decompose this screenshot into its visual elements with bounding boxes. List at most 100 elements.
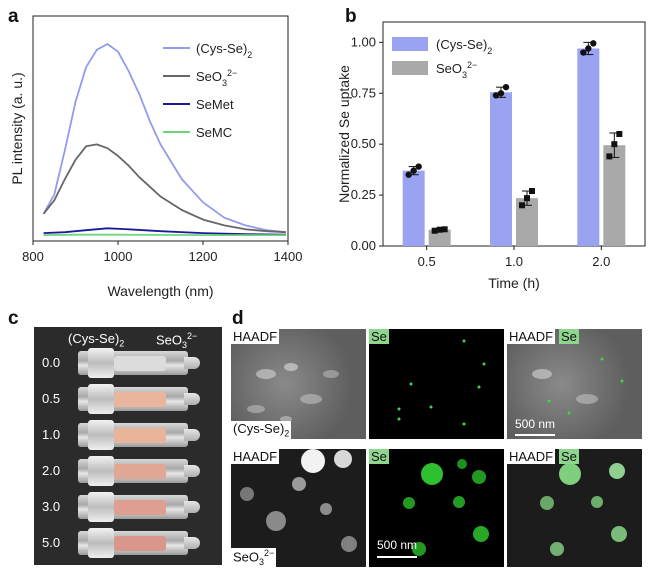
point-b-0-1-0	[492, 92, 500, 99]
se-uptake-chart: 0.00 0.25 0.50 0.75 1.00 Normalized Se uptake…	[336, 21, 646, 291]
y-axis-label-b: Normalized Se uptake	[336, 65, 352, 203]
point-b-0-2-2	[590, 40, 597, 47]
vial-cap	[88, 384, 114, 414]
point-b-1-0-2	[441, 226, 448, 233]
scale-bar-row1	[515, 434, 555, 436]
overlay-particles-seo3	[540, 463, 627, 556]
point-b-1-1-2	[529, 188, 535, 195]
vial-solution	[114, 536, 166, 551]
vial-tip	[184, 357, 200, 369]
x-tick-label-a-2: 1200	[189, 249, 218, 264]
bar-b-0-0	[402, 170, 425, 246]
legend-label-b-0: (Cys-Se)2	[436, 37, 492, 56]
bar-b-0-2	[577, 48, 600, 246]
haadf-image-seo3: HAADF SeO32−	[231, 449, 366, 567]
vial-tip	[184, 393, 200, 405]
point-b-1-2-0	[606, 153, 613, 160]
point-b-0-0-1	[410, 167, 417, 174]
haadf-texture-cysse	[247, 363, 339, 422]
x-tick-label-b-1: 1.0	[505, 254, 523, 269]
se-particles-seo3	[403, 459, 489, 556]
y-tick-label-b-2: 0.50	[351, 136, 376, 151]
point-b-0-2-1	[585, 45, 592, 52]
concentration-label: 1.0	[42, 427, 61, 442]
se-dots-cysse	[397, 339, 486, 426]
legend-swatch-b-0	[392, 37, 428, 51]
x-tick-label-b-0: 0.5	[418, 254, 436, 269]
concentration-label: 5.0	[42, 535, 61, 550]
point-b-0-0-2	[415, 163, 422, 170]
overlay-haadf-label: HAADF	[507, 329, 556, 344]
vial-tube	[78, 528, 200, 558]
vial-tube	[78, 492, 200, 522]
vial-cap	[88, 348, 114, 378]
panel-letter-a: a	[8, 6, 19, 27]
vial-tip	[184, 429, 200, 441]
y-tick-label-b-3: 0.75	[351, 85, 376, 100]
haadf-label: HAADF	[231, 329, 280, 344]
legend-label-b-1: SeO32−	[436, 60, 477, 80]
panel-letter-d: d	[232, 308, 244, 329]
point-b-0-0-0	[405, 171, 412, 178]
overlay-texture-cysse	[532, 357, 624, 415]
se-map-seo3: Se	[369, 449, 504, 567]
concentration-label: 0.0	[42, 355, 61, 370]
concentration-label: 3.0	[42, 499, 61, 514]
overlay-image-cysse: HAADF Se 500 nm	[507, 329, 642, 439]
bar-b-1-2	[603, 145, 626, 246]
y-tick-label-b-1: 0.25	[351, 187, 376, 202]
x-tick-label-a-3: 1400	[274, 249, 303, 264]
x-tick-label-b-2: 2.0	[592, 254, 610, 269]
se-label: Se	[369, 329, 389, 344]
pl-spectrum-chart: 800 1000 1200 1400 Wavelength (nm) PL intensi…	[9, 15, 303, 299]
legend-label-a-2: SeMet	[196, 97, 234, 112]
se-label-row2: Se	[369, 449, 389, 464]
vial-tip	[184, 537, 200, 549]
vial-cap	[88, 420, 114, 450]
panel-letter-c: c	[8, 308, 19, 329]
haadf-particles-seo3	[240, 449, 357, 552]
point-b-1-2-2	[616, 131, 623, 137]
bar-b-0-1	[490, 92, 512, 246]
vial-tube	[78, 384, 200, 414]
overlay-se-label-row2: Se	[559, 449, 579, 464]
legend-label-a-3: SeMC	[196, 125, 232, 140]
point-b-1-2-1	[611, 141, 618, 148]
point-b-0-1-2	[502, 83, 510, 91]
panel-letter-b: b	[345, 6, 357, 27]
scale-text-row2: 500 nm	[377, 538, 418, 552]
se-map-cysse: Se	[369, 329, 504, 439]
seo3-caption: SeO32−	[231, 548, 277, 567]
series-line-a-1	[42, 143, 286, 234]
x-tick-label-a-0: 800	[22, 249, 44, 264]
overlay-se-label: Se	[559, 329, 579, 344]
vial-cap	[88, 492, 114, 522]
legend-label-a-0: (Cys-Se)2	[196, 41, 252, 60]
vial-solution	[114, 500, 166, 515]
photo-header-cysse: (Cys-Se)2	[68, 331, 125, 349]
legend-label-a-1: SeO32−	[196, 68, 237, 88]
point-b-1-0-1	[436, 226, 443, 233]
point-b-0-2-0	[580, 49, 587, 56]
photo-header-seo3: SeO32−	[156, 331, 198, 350]
chart-a-frame	[32, 15, 289, 242]
vial-tube	[78, 420, 200, 450]
scale-bar-row2	[377, 556, 417, 558]
y-tick-label-b-4: 1.00	[351, 34, 376, 49]
point-b-1-1-0	[519, 202, 525, 209]
x-axis-label-a: Wavelength (nm)	[107, 283, 213, 299]
overlay-haadf-label-row2: HAADF	[507, 449, 556, 464]
series-line-a-2	[43, 227, 286, 236]
series-line-a-0	[42, 43, 286, 234]
point-b-1-1-1	[524, 195, 530, 202]
point-b-0-1-1	[497, 90, 505, 97]
vial-tube	[78, 456, 200, 486]
vial-tube	[78, 348, 200, 378]
vial-solution	[114, 464, 166, 479]
vial-solution	[114, 356, 166, 371]
bar-b-1-1	[516, 198, 538, 246]
concentration-label: 0.5	[42, 391, 61, 406]
haadf-label-row2: HAADF	[231, 449, 280, 464]
vial-photo: (Cys-Se)2 SeO32− 0.0 0.5 1.0 2.0 3.0 5.0	[34, 327, 222, 565]
vial-solution	[114, 392, 166, 407]
